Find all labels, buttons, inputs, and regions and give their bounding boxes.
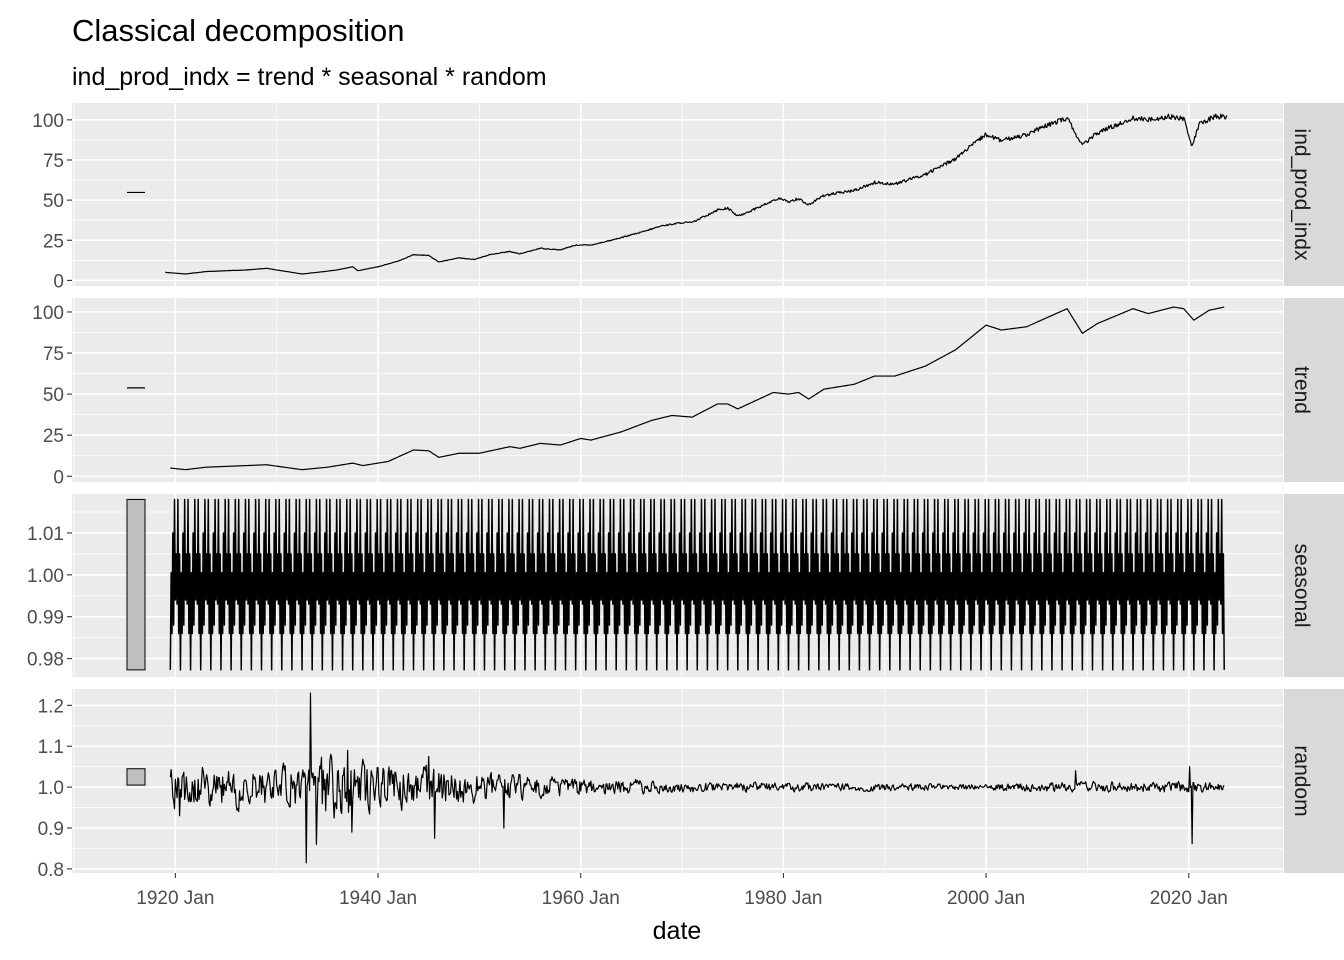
scale-bar xyxy=(126,498,146,671)
y-tick-label: 1.1 xyxy=(38,737,64,758)
strip-background xyxy=(1284,298,1344,482)
strip-background xyxy=(1284,689,1344,873)
y-tick-label: 0.99 xyxy=(27,608,64,629)
panel-background xyxy=(72,689,1283,873)
y-tick-label: 0 xyxy=(53,467,64,488)
series-line-seasonal xyxy=(169,498,1225,671)
y-tick-label: 1.00 xyxy=(27,566,64,587)
panel-background xyxy=(72,298,1283,482)
chart-subtitle: ind_prod_indx = trend * seasonal * rando… xyxy=(72,63,547,91)
series-line-trend xyxy=(170,306,1225,471)
panel-ind-prod-indx: 0 25 50 75 100 ind_prod_indx xyxy=(32,103,1344,292)
x-axis-label: date xyxy=(653,917,702,945)
strip-label: trend xyxy=(1290,366,1313,414)
x-tick-label: 1980 Jan xyxy=(744,888,822,909)
x-tick-label: 1940 Jan xyxy=(339,888,417,909)
y-tick-label: 100 xyxy=(32,111,64,132)
x-tick-label: 1960 Jan xyxy=(542,888,620,909)
facet-panels: 0 25 50 75 100 ind_prod_indx 0 25 50 75 100 trend 0.… xyxy=(27,103,1344,881)
y-tick-label: 1.01 xyxy=(27,524,64,545)
y-tick-label: 100 xyxy=(32,303,64,324)
y-tick-label: 1.0 xyxy=(38,778,64,799)
panel-trend: 0 25 50 75 100 trend xyxy=(32,298,1344,488)
x-tick-label: 2020 Jan xyxy=(1150,888,1228,909)
series-line-ind-prod-indx xyxy=(165,113,1228,275)
y-tick-label: 0 xyxy=(53,271,64,292)
y-tick-label: 0.8 xyxy=(38,860,64,881)
y-tick-label: 50 xyxy=(43,191,64,212)
x-tick-label: 1920 Jan xyxy=(136,888,214,909)
strip-label: random xyxy=(1290,745,1313,816)
strip-label: ind_prod_indx xyxy=(1290,129,1313,261)
panel-seasonal: 0.98 0.99 1.00 1.01 seasonal xyxy=(27,494,1344,677)
panel-random: 0.8 0.9 1.0 1.1 1.2 random xyxy=(38,689,1344,881)
y-tick-label: 0.9 xyxy=(38,819,64,840)
y-tick-label: 25 xyxy=(43,426,64,447)
y-tick-label: 25 xyxy=(43,231,64,252)
x-axis: 1920 Jan 1940 Jan 1960 Jan 1980 Jan 2000 Jan… xyxy=(136,873,1228,909)
panel-background xyxy=(72,103,1283,286)
y-tick-label: 75 xyxy=(43,344,64,365)
strip-background xyxy=(1284,494,1344,677)
y-tick-label: 1.2 xyxy=(38,696,64,717)
chart-title: Classical decomposition xyxy=(72,13,405,48)
y-tick-label: 0.98 xyxy=(27,650,64,671)
series-line-random xyxy=(169,692,1225,864)
y-tick-label: 50 xyxy=(43,385,64,406)
y-tick-label: 75 xyxy=(43,151,64,172)
x-tick-label: 2000 Jan xyxy=(947,888,1025,909)
scale-bar xyxy=(126,768,146,786)
strip-background xyxy=(1284,103,1344,286)
strip-label: seasonal xyxy=(1290,543,1313,627)
